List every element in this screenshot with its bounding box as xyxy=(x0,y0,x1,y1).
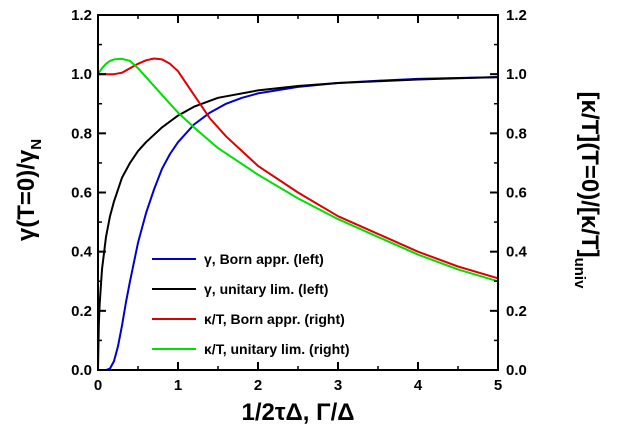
chart-marks xyxy=(97,57,499,371)
left-y-axis-label-sub: N xyxy=(28,139,45,150)
series-line-3 xyxy=(98,57,499,280)
y-tick-label-left: 0.4 xyxy=(71,244,93,261)
y-tick-label-left: 0.6 xyxy=(71,185,92,202)
left-y-axis-label: γ(T=0)/γN xyxy=(13,139,45,241)
series-line-2 xyxy=(97,76,499,371)
y-tick-label-left: 1.2 xyxy=(71,7,92,24)
plot-frame xyxy=(97,14,499,371)
x-tick-label: 2 xyxy=(254,377,262,394)
x-axis-label: 1/2τΔ, Γ/Δ xyxy=(241,399,354,426)
y-tick-label-right: 0.8 xyxy=(506,125,527,142)
y-tick-label-right: 1.2 xyxy=(506,7,527,24)
x-tick-label: 1 xyxy=(174,377,182,394)
series-line-4 xyxy=(97,57,499,283)
x-tick-label: 0 xyxy=(94,377,102,394)
y-tick-label-left: 1.0 xyxy=(71,66,92,83)
legend-label-2: γ, unitary lim. (left) xyxy=(204,281,328,297)
y-tick-label-left: 0.0 xyxy=(71,362,92,379)
left-y-axis-label-main: γ(T=0)/γ xyxy=(13,149,40,241)
chart-ticks: 0 1 2 3 4 50.0 0.00.2 0.20.4 0.40.6 0.60.8 0.81.0 1… xyxy=(71,7,527,394)
x-tick-label: 4 xyxy=(414,377,423,394)
y-tick-label-left: 0.8 xyxy=(71,125,92,142)
right-y-axis-label-main: [κ/T](T=0)/[κ/T] xyxy=(576,92,603,258)
y-tick-label-right: 1.0 xyxy=(506,66,527,83)
y-tick-label-left: 0.2 xyxy=(71,303,92,320)
x-tick-label: 3 xyxy=(334,377,342,394)
x-tick-label: 5 xyxy=(494,377,502,394)
right-y-axis-label-sub: univ xyxy=(571,258,588,289)
legend-label-1: γ, Born appr. (left) xyxy=(204,251,324,267)
right-y-axis-label: [κ/T](T=0)/[κ/T]univ xyxy=(571,92,603,290)
legend-label-4: κ/T, unitary lim. (right) xyxy=(204,341,349,357)
y-tick-label-right: 0.2 xyxy=(506,303,527,320)
y-tick-label-right: 0.0 xyxy=(506,362,527,379)
legend: γ, Born appr. (left) γ, unitary lim. (lef… xyxy=(152,251,349,357)
y-tick-label-right: 0.6 xyxy=(506,185,527,202)
legend-label-3: κ/T, Born appr. (right) xyxy=(204,311,345,327)
y-tick-label-right: 0.4 xyxy=(506,244,528,261)
